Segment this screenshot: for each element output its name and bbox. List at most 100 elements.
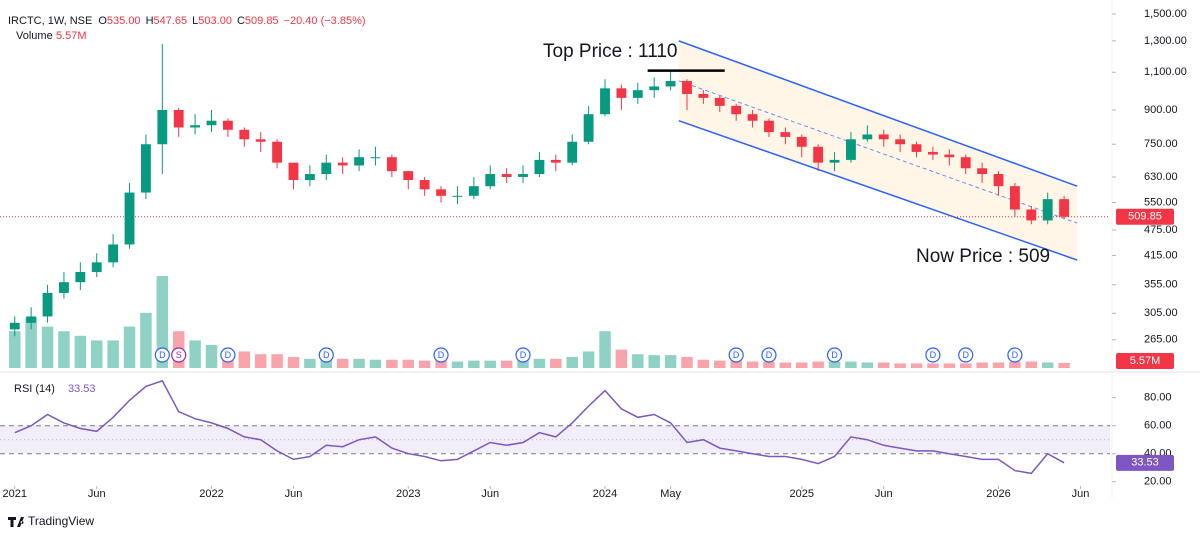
last-price-tag: [1116, 208, 1174, 225]
volume-bar: [123, 326, 136, 368]
rsi-tick-label: 20.00: [1144, 476, 1172, 488]
candle-body: [813, 146, 824, 163]
volume-bar: [877, 362, 890, 368]
candle-body: [1059, 199, 1070, 217]
volume-bar: [205, 345, 218, 368]
event-marker: [154, 347, 170, 363]
volume-bar: [582, 351, 595, 368]
candle-body: [1042, 199, 1053, 221]
candle-body: [796, 136, 807, 147]
candle-body: [616, 88, 627, 98]
candle-body: [501, 174, 512, 178]
candle-body: [780, 132, 791, 137]
event-marker: [958, 347, 974, 363]
x-tick-label: 2025: [790, 488, 814, 500]
x-tick-label: Jun: [1072, 488, 1090, 500]
volume-bar: [189, 340, 201, 368]
volume-bar: [714, 360, 726, 368]
y-tick-label: 475.00: [1144, 224, 1178, 236]
event-marker: [171, 347, 187, 363]
volume-bar: [812, 361, 824, 368]
rsi-tick-label: 80.00: [1144, 392, 1172, 404]
event-label: D: [766, 350, 773, 360]
change: −20.40 (−3.85%): [284, 15, 366, 27]
candle-body: [878, 134, 889, 140]
candle-body: [764, 120, 774, 133]
volume-bar: [746, 361, 759, 368]
volume-bar: [402, 359, 414, 368]
candle-body: [649, 86, 660, 91]
y-tick-label: 355.00: [1144, 279, 1178, 291]
volume-bar: [320, 358, 333, 368]
candle-body: [354, 157, 364, 166]
volume-bar: [468, 360, 480, 368]
candle-body: [321, 162, 332, 175]
annotation-top: Top Price : 1110: [543, 41, 677, 62]
x-tick-label: 2026: [986, 488, 1010, 500]
volume-bar: [599, 331, 611, 368]
y-tick-label: 630.00: [1144, 171, 1178, 183]
x-tick-label: 2021: [3, 488, 27, 500]
event-marker: [925, 347, 941, 363]
candle-body: [59, 282, 69, 293]
volume-title: Volume: [16, 30, 53, 42]
volume-bar: [304, 358, 316, 368]
candle-body: [124, 192, 135, 245]
event-marker: [728, 347, 744, 363]
volume-bar: [697, 359, 710, 368]
volume-bar: [976, 362, 988, 368]
event-label: D: [225, 350, 232, 360]
event-marker: [318, 347, 334, 363]
candle-body: [567, 141, 578, 163]
y-tick-label: 1,100.00: [1144, 66, 1187, 78]
event-label: D: [962, 350, 969, 360]
rsi-value: 33.53: [68, 383, 96, 395]
volume-bar: [336, 358, 349, 368]
channel-upper: [678, 40, 1078, 187]
volume-bar: [894, 363, 906, 368]
volume-bar: [1058, 362, 1070, 368]
volume-tag: [1116, 353, 1174, 369]
volume-bar: [992, 362, 1005, 368]
event-label: D: [159, 350, 166, 360]
volume-bar: [550, 358, 562, 368]
volume-bar: [861, 362, 874, 368]
candle-body: [91, 262, 102, 273]
volume-bar: [9, 331, 21, 368]
rsi-band: [0, 425, 1110, 454]
volume-bar: [25, 317, 37, 368]
volume-bar: [664, 355, 677, 368]
volume-bar: [500, 360, 513, 368]
volume-bar: [632, 354, 644, 368]
volume-bar: [648, 355, 660, 368]
candle-body: [583, 114, 594, 142]
volume-bar: [730, 360, 742, 368]
candle-body: [485, 174, 496, 187]
x-tick-label: 2024: [593, 488, 617, 500]
candle-body: [403, 171, 414, 181]
candle-body: [272, 141, 283, 163]
candle-body: [75, 272, 86, 283]
volume-bar: [418, 360, 431, 368]
volume-bar: [484, 360, 496, 368]
candle-body: [304, 174, 315, 181]
volume-bar: [1009, 361, 1021, 368]
event-label: D: [1012, 350, 1019, 360]
event-marker: [515, 347, 531, 363]
candle-body: [747, 114, 758, 121]
event-marker: [433, 347, 449, 363]
volume-bar: [828, 361, 841, 368]
logo-icon: [8, 517, 24, 527]
candle-body: [26, 316, 37, 323]
candle-body: [518, 174, 528, 178]
volume-bar: [353, 358, 365, 368]
candle-body: [436, 189, 446, 196]
candle-body: [534, 159, 545, 175]
ohlc-value: 503.00: [198, 15, 232, 27]
volume-bar: [369, 359, 382, 368]
y-tick-label: 550.00: [1144, 196, 1178, 208]
symbol: IRCTC, 1W, NSE: [8, 15, 92, 27]
candle-body: [698, 93, 709, 98]
